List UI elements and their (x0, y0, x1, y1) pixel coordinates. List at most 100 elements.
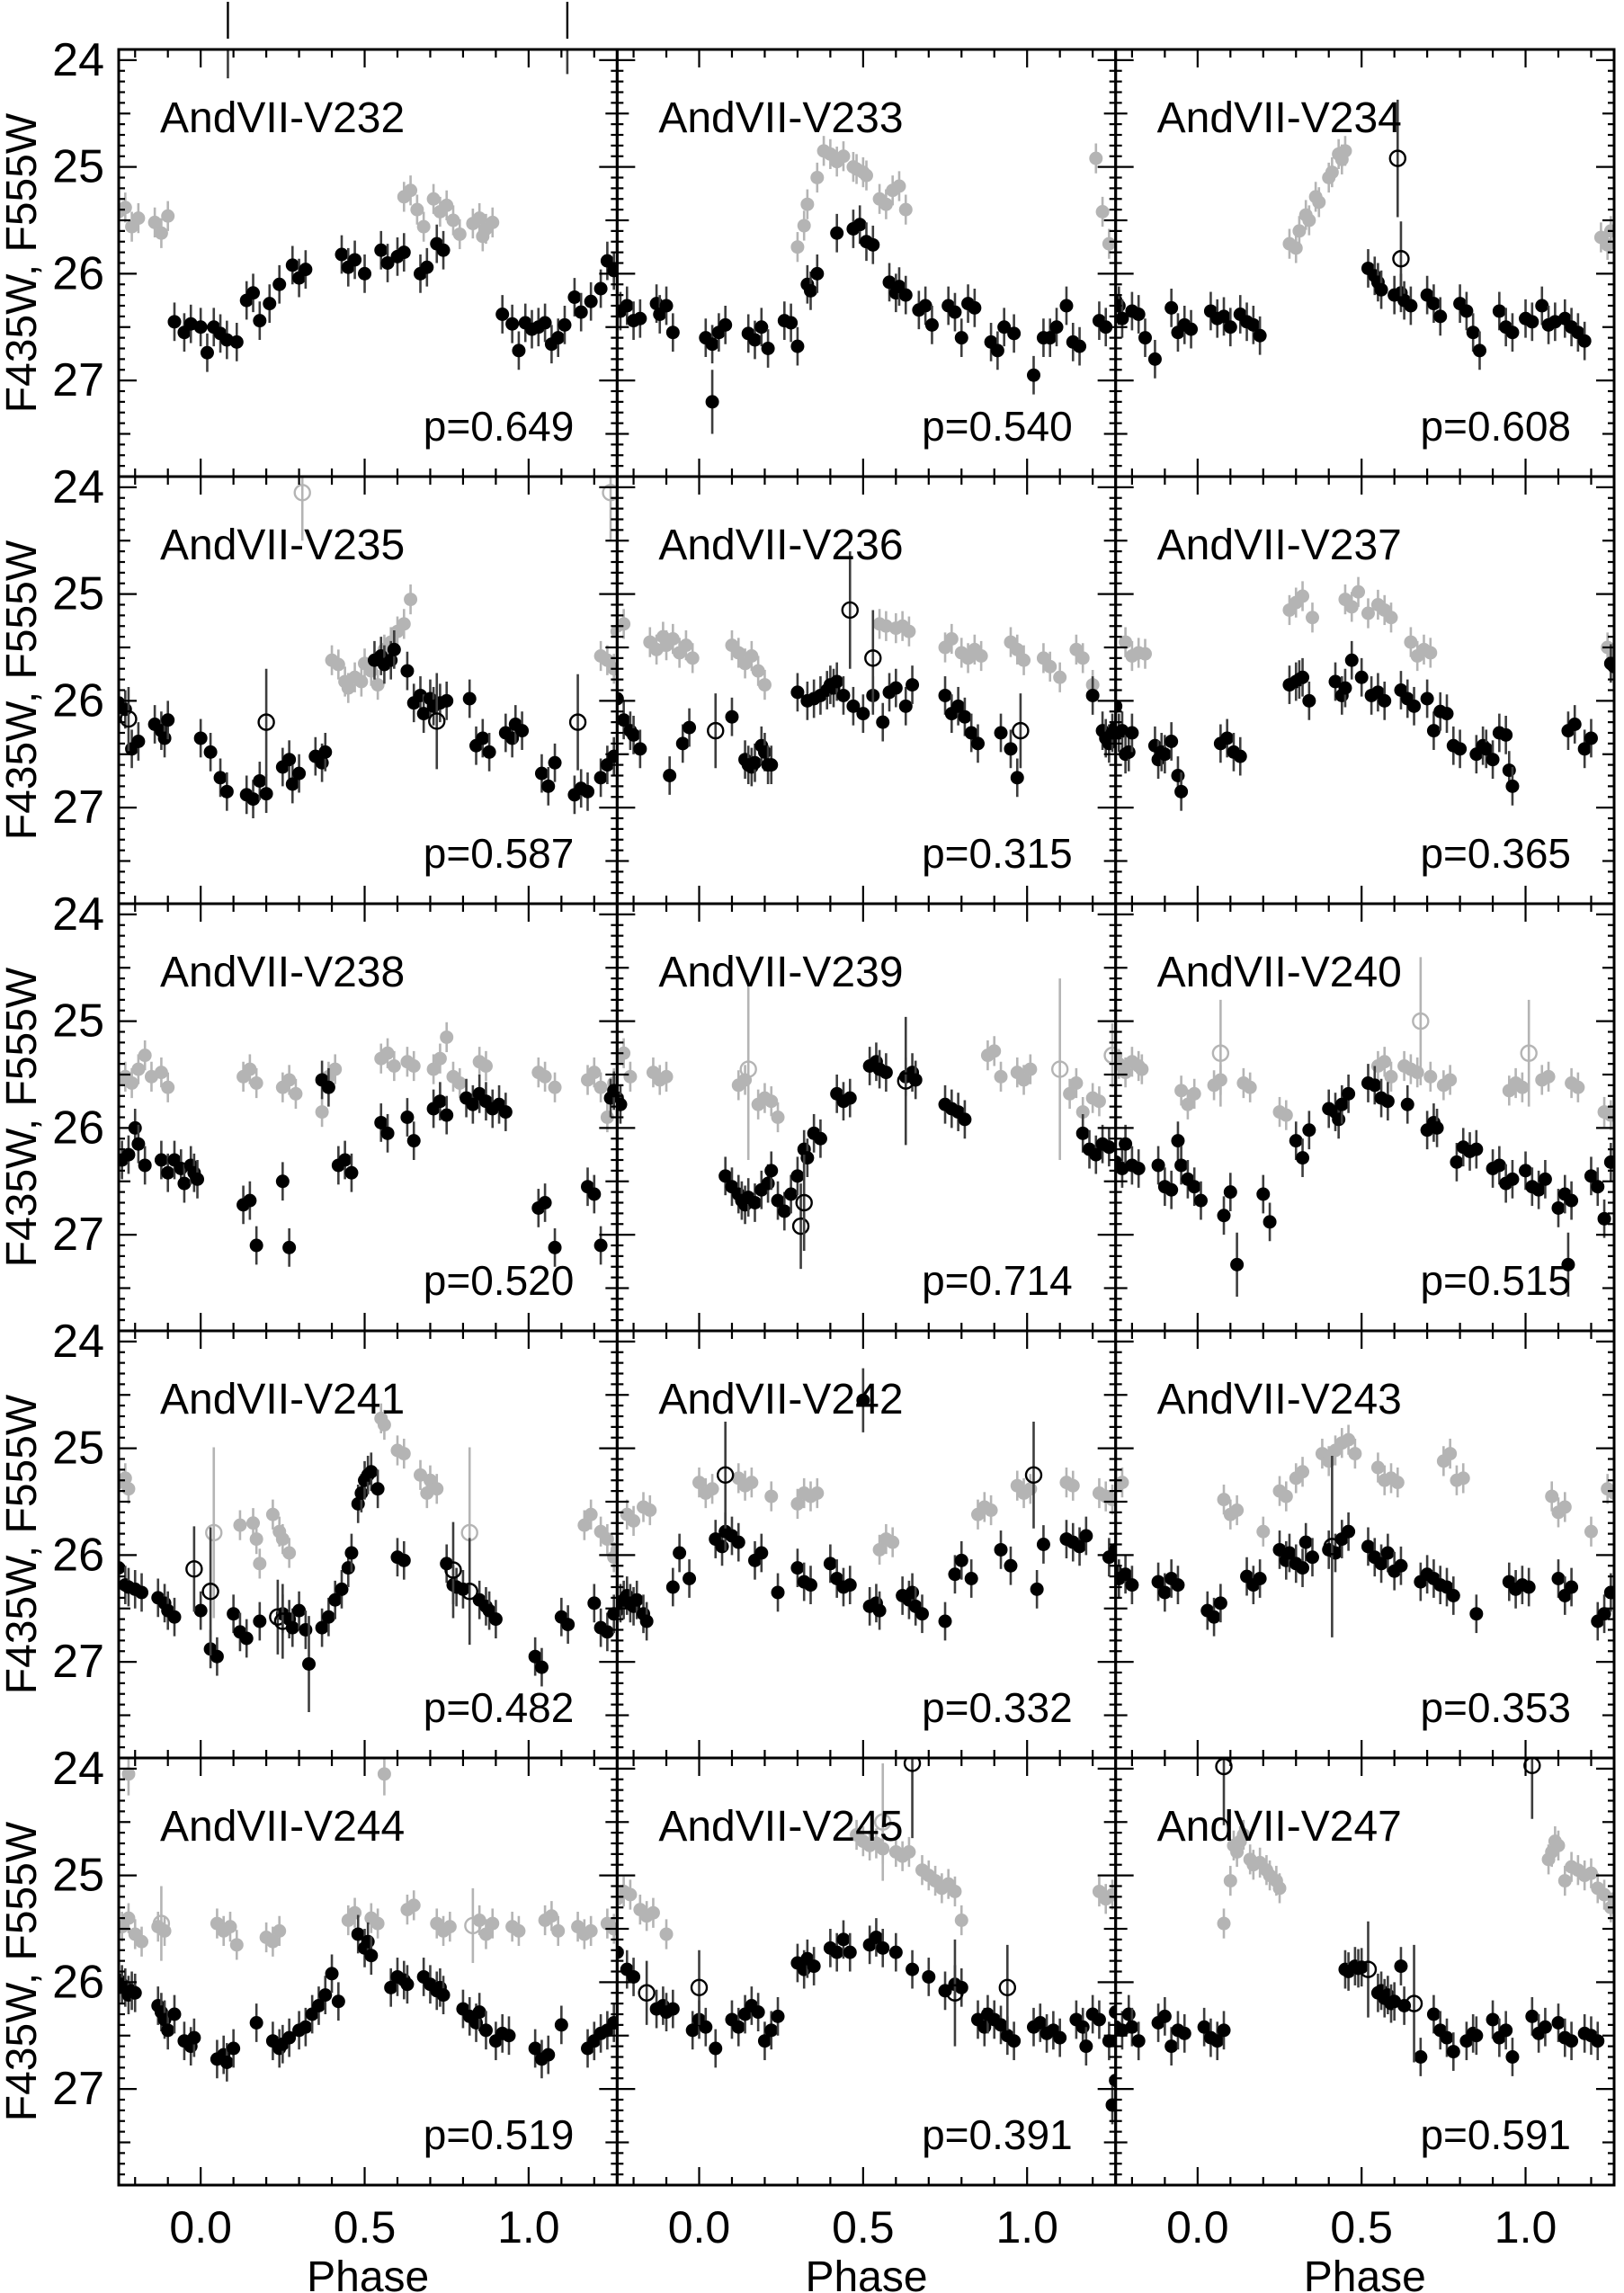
f555w-gray-open-series (874, 1762, 892, 1881)
panel-AndVII-V247: AndVII-V247 p=0.591 0.0 0.5 1.0 (1114, 1756, 1616, 2253)
x-tick-label: 0.5 (334, 2202, 397, 2253)
panel-AndVII-V239: AndVII-V239 p=0.714 (615, 902, 1118, 1333)
f435w-black-series (618, 1368, 1115, 1641)
y-tick-label: 27 (52, 1209, 104, 1261)
y-tick-label: 27 (52, 2063, 104, 2115)
period-label: p=0.332 (922, 1684, 1073, 1731)
axis-ticks (1115, 1758, 1614, 2187)
x-tick-label: 0.0 (169, 2202, 232, 2253)
panel-AndVII-V242: AndVII-V242 p=0.332 (615, 1329, 1118, 1760)
period-label: p=0.540 (922, 403, 1073, 450)
y-tick-label: 24 (52, 34, 104, 86)
panel-AndVII-V237: AndVII-V237 p=0.365 (1114, 475, 1616, 906)
panel-AndVII-V233: AndVII-V233 p=0.540 (615, 48, 1118, 478)
x-axis-title: Phase (805, 2253, 927, 2293)
x-tick-label: 1.0 (1495, 2202, 1557, 2253)
f555w-gray-series (1282, 136, 1613, 263)
y-axis-title: F435W, F555W (0, 1821, 46, 2121)
axis-ticks (1115, 49, 1614, 478)
panel-title: AndVII-V243 (1157, 1376, 1402, 1423)
f435w-black-series (618, 1918, 1115, 2125)
panel-AndVII-V236: AndVII-V236 p=0.315 (615, 475, 1118, 906)
axis-ticks (1115, 904, 1614, 1333)
f555w-gray-open-series (152, 1886, 482, 1963)
f435w-black-series (618, 1042, 1115, 1231)
x-tick-label: 1.0 (497, 2202, 560, 2253)
f435w-black-open-series (791, 1016, 915, 1270)
f435w-black-series (1116, 1512, 1613, 1641)
f435w-black-series (618, 205, 1113, 434)
f435w-black-series (1116, 249, 1592, 379)
x-tick-label: 0.5 (1330, 2202, 1393, 2253)
f555w-gray-series (1119, 576, 1613, 672)
period-label: p=0.482 (424, 1684, 575, 1731)
f435w-black-open-series (1323, 1455, 1342, 1637)
y-tick-label: 27 (52, 781, 104, 834)
y-tick-label: 26 (52, 674, 104, 727)
period-label: p=0.587 (424, 830, 575, 877)
y-tick-label: 27 (52, 354, 104, 406)
f555w-gray-series (120, 1022, 617, 1133)
x-tick-label: 1.0 (995, 2202, 1058, 2253)
panel-title: AndVII-V234 (1157, 94, 1402, 142)
period-label: p=0.391 (922, 2111, 1073, 2158)
panel-title: AndVII-V245 (658, 1803, 903, 1851)
y-tick-label: 26 (52, 1529, 104, 1581)
period-label: p=0.365 (1420, 830, 1571, 877)
y-tick-label: 25 (52, 1850, 104, 1902)
panel-title: AndVII-V240 (1157, 949, 1402, 996)
panel-title: AndVII-V244 (160, 1803, 405, 1851)
x-tick-label: 0.0 (668, 2202, 731, 2253)
period-label: p=0.315 (922, 830, 1073, 877)
y-tick-label: 26 (52, 247, 104, 299)
y-axis-title: F435W, F555W (0, 1394, 46, 1694)
axis-ticks (617, 1331, 1116, 1760)
y-tick-label: 26 (52, 1956, 104, 2008)
panel-title: AndVII-V242 (658, 1376, 903, 1423)
panel-title: AndVII-V235 (160, 522, 405, 569)
period-label: p=0.649 (424, 403, 575, 450)
f435w-black-series (120, 1452, 617, 1712)
y-axis-title: F435W, F555W (0, 112, 46, 413)
f555w-gray-series (1217, 1819, 1613, 1939)
f435w-black-series (1116, 640, 1613, 811)
period-label: p=0.519 (424, 2111, 575, 2158)
f435w-black-series (167, 50, 617, 372)
f435w-black-series (618, 662, 1115, 798)
period-label: p=0.608 (1420, 403, 1571, 450)
panel-AndVII-V235: AndVII-V235 p=0.587 24 25 26 27 (52, 461, 619, 906)
f555w-gray-open-series (1211, 957, 1538, 1107)
panel-title: AndVII-V236 (658, 522, 903, 569)
f555w-gray-series (120, 1403, 617, 1579)
panel-title: AndVII-V247 (1157, 1803, 1402, 1851)
x-tick-label: 0.5 (832, 2202, 895, 2253)
y-tick-label: 27 (52, 1636, 104, 1688)
f555w-gray-series (620, 1463, 1115, 1566)
y-axis-title: F435W, F555W (0, 967, 46, 1267)
f555w-gray-open-series (739, 978, 1115, 1160)
panel-AndVII-V243: AndVII-V243 p=0.353 (1114, 1329, 1616, 1760)
f555w-gray-series (1116, 1040, 1613, 1130)
panel-AndVII-V241: AndVII-V241 p=0.482 24 25 26 27 (52, 1316, 619, 1760)
panel-AndVII-V234: AndVII-V234 p=0.608 (1114, 48, 1616, 478)
panel-AndVII-V245: AndVII-V245 p=0.391 0.0 0.5 1.0 (615, 1756, 1118, 2253)
axis-ticks (617, 1758, 1116, 2187)
panel-AndVII-V238: AndVII-V238 p=0.520 24 25 26 27 (52, 888, 619, 1333)
period-label: p=0.714 (922, 1257, 1073, 1304)
panel-title: AndVII-V237 (1157, 522, 1402, 569)
f435w-black-series (1116, 1947, 1605, 2076)
axis-ticks (1115, 1331, 1614, 1760)
f555w-gray-open-series (293, 477, 617, 541)
f435w-black-open-series (638, 1759, 1017, 2047)
y-tick-label: 24 (52, 1316, 104, 1368)
f555w-gray-series (618, 609, 1100, 700)
y-tick-label: 25 (52, 1423, 104, 1475)
f435w-black-series (120, 1914, 617, 2082)
panel-title: AndVII-V241 (160, 1376, 405, 1423)
y-axis-title: F435W, F555W (0, 540, 46, 840)
period-label: p=0.515 (1420, 1257, 1571, 1304)
panel-AndVII-V232: AndVII-V232 p=0.649 24 25 26 27 (52, 34, 619, 478)
x-tick-label: 0.0 (1166, 2202, 1229, 2253)
